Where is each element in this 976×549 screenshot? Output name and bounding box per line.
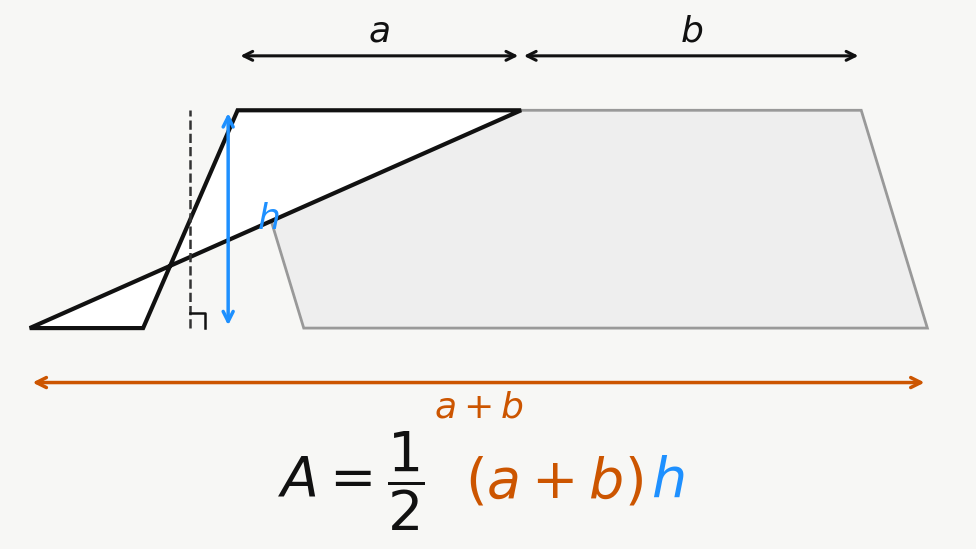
Text: $h$: $h$	[257, 202, 279, 236]
Text: $A = \dfrac{1}{2}$: $A = \dfrac{1}{2}$	[278, 430, 425, 533]
Text: $b$: $b$	[679, 15, 703, 49]
Text: $(a + b)$: $(a + b)$	[466, 455, 643, 508]
Text: $a + b$: $a + b$	[433, 390, 523, 424]
Polygon shape	[237, 110, 927, 328]
Text: $a$: $a$	[369, 15, 390, 49]
Text: $h$: $h$	[651, 455, 684, 508]
Polygon shape	[29, 110, 521, 328]
